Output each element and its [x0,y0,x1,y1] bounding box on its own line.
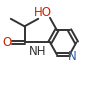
Text: O: O [2,36,11,49]
Text: HO: HO [34,6,52,19]
Text: N: N [68,50,76,63]
Text: NH: NH [29,45,46,58]
